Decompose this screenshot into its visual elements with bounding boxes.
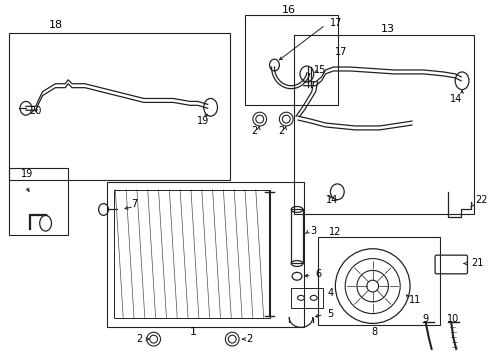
Text: 21: 21: [470, 257, 482, 267]
Text: 10: 10: [446, 315, 458, 324]
Text: 7: 7: [131, 199, 137, 208]
Text: 22: 22: [474, 195, 487, 204]
Bar: [114, 190, 269, 318]
Text: 20: 20: [29, 106, 41, 116]
Bar: [9, 168, 68, 235]
Text: 12: 12: [328, 227, 340, 237]
Text: 11: 11: [408, 295, 421, 305]
Text: 14: 14: [449, 94, 461, 104]
Text: 15: 15: [313, 65, 325, 75]
Text: 2: 2: [251, 126, 257, 136]
Text: 4: 4: [327, 288, 333, 298]
Text: 9: 9: [422, 315, 428, 324]
Text: 1: 1: [189, 327, 196, 337]
Text: 8: 8: [371, 327, 377, 337]
Text: 14: 14: [325, 195, 337, 204]
Text: 2: 2: [245, 334, 251, 344]
Bar: [9, 33, 230, 180]
Text: 2: 2: [278, 126, 284, 136]
Text: 16: 16: [282, 5, 296, 15]
Text: 13: 13: [380, 24, 394, 34]
Text: 6: 6: [315, 269, 321, 279]
Text: 2: 2: [136, 334, 142, 344]
Bar: [317, 237, 440, 325]
Text: 3: 3: [310, 226, 316, 236]
Bar: [290, 288, 322, 308]
Text: 19: 19: [21, 169, 33, 179]
Bar: [290, 210, 303, 264]
Bar: [244, 15, 338, 105]
Text: 5: 5: [327, 309, 333, 319]
Text: 18: 18: [48, 20, 62, 30]
Bar: [293, 35, 473, 214]
Text: 17: 17: [335, 47, 347, 57]
Text: 17: 17: [330, 18, 342, 28]
Text: 19: 19: [196, 116, 208, 126]
Bar: [107, 182, 304, 327]
